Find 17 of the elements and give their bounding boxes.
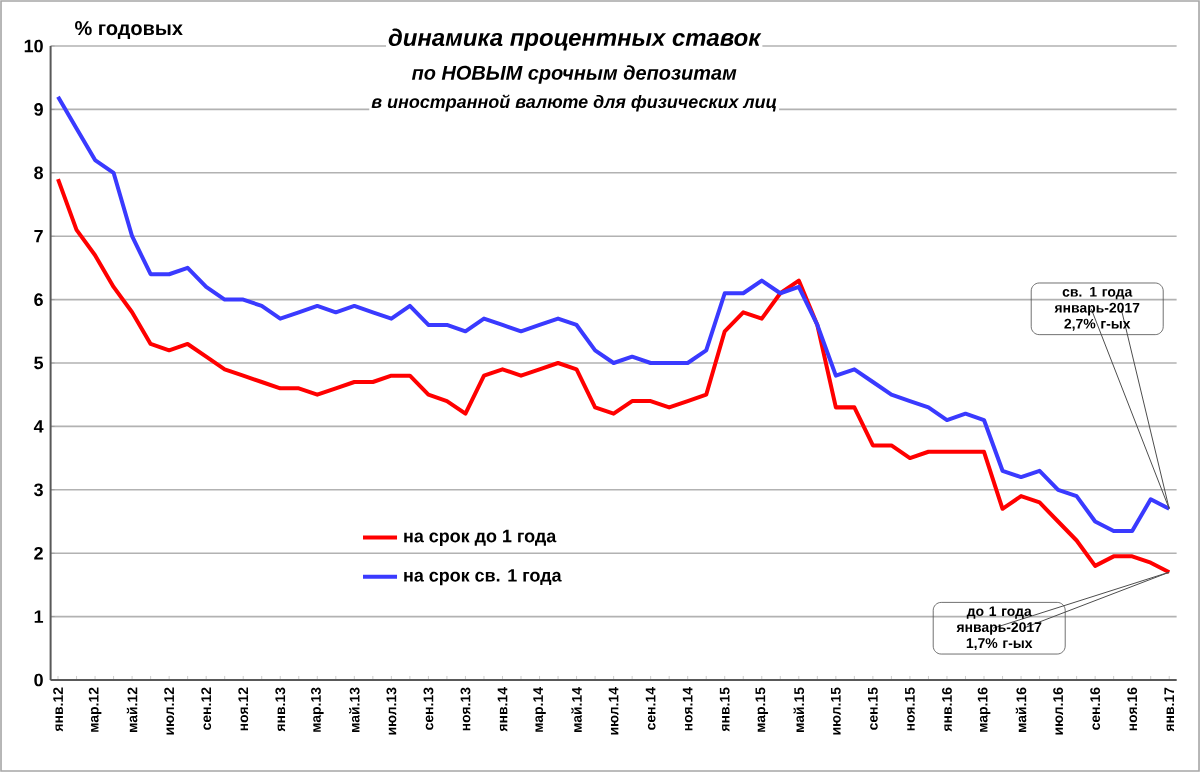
annotation: в иностранной валюте для физических лиц <box>371 94 777 112</box>
y-tick-label: 4 <box>33 420 44 433</box>
y-tick-label: 6 <box>34 293 43 306</box>
y-tick-label: 2 <box>34 546 43 560</box>
y-tick-label: 10 <box>24 39 43 53</box>
y-tick-label: 8 <box>34 166 44 180</box>
y-tick-label: 3 <box>34 483 43 497</box>
y-tick-label: 1 <box>34 610 44 623</box>
chart-title: динамика процентных ставок <box>388 28 762 51</box>
y-tick-label: 5 <box>34 356 44 370</box>
legend-label: на срок до 1 года <box>404 529 557 546</box>
y-axis-title: % годовых <box>75 21 183 39</box>
legend-label: на срок св. 1 года <box>404 569 562 586</box>
y-tick-label: 9 <box>34 103 43 116</box>
y-tick-label: 0 <box>34 673 43 687</box>
y-tick-label: 7 <box>34 230 43 243</box>
text: по НОВЫМ срочным депозитам <box>411 65 737 84</box>
